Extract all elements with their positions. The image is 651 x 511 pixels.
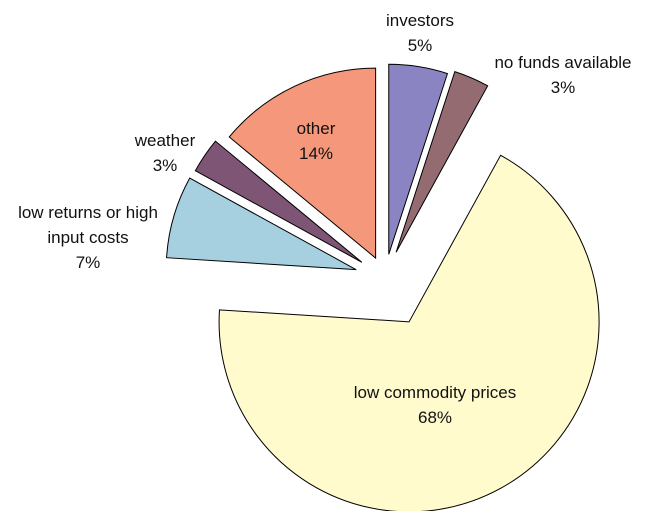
- pie-slice: [228, 67, 377, 260]
- slice-category-label: investors: [385, 11, 455, 30]
- slice-value-label: 68%: [417, 408, 453, 427]
- slice-label: other 14%: [266, 116, 366, 166]
- slice-category-label: other: [296, 119, 336, 138]
- slice-label: low commodity prices 68%: [315, 380, 555, 430]
- pie-slice: [194, 140, 363, 263]
- slice-label: low returns or high input costs 7%: [13, 200, 163, 275]
- slice-category-label: no funds available: [494, 53, 632, 72]
- slice-category-label: low returns or high input costs: [18, 203, 158, 247]
- pie-slice: [395, 70, 489, 253]
- slice-category-label: weather: [134, 131, 196, 150]
- slice-value-label: 3%: [550, 78, 576, 97]
- slice-label: weather 3%: [110, 128, 220, 178]
- slice-label: investors 5%: [360, 8, 480, 58]
- pie-slice: [388, 63, 449, 255]
- slice-value-label: 14%: [298, 144, 334, 163]
- slice-label: no funds available 3%: [463, 50, 651, 100]
- slice-value-label: 7%: [75, 253, 101, 272]
- pie-slice: [166, 177, 357, 271]
- slice-category-label: low commodity prices: [353, 383, 517, 402]
- slice-value-label: 5%: [407, 36, 433, 55]
- pie-slice: [218, 154, 600, 511]
- slice-value-label: 3%: [152, 156, 178, 175]
